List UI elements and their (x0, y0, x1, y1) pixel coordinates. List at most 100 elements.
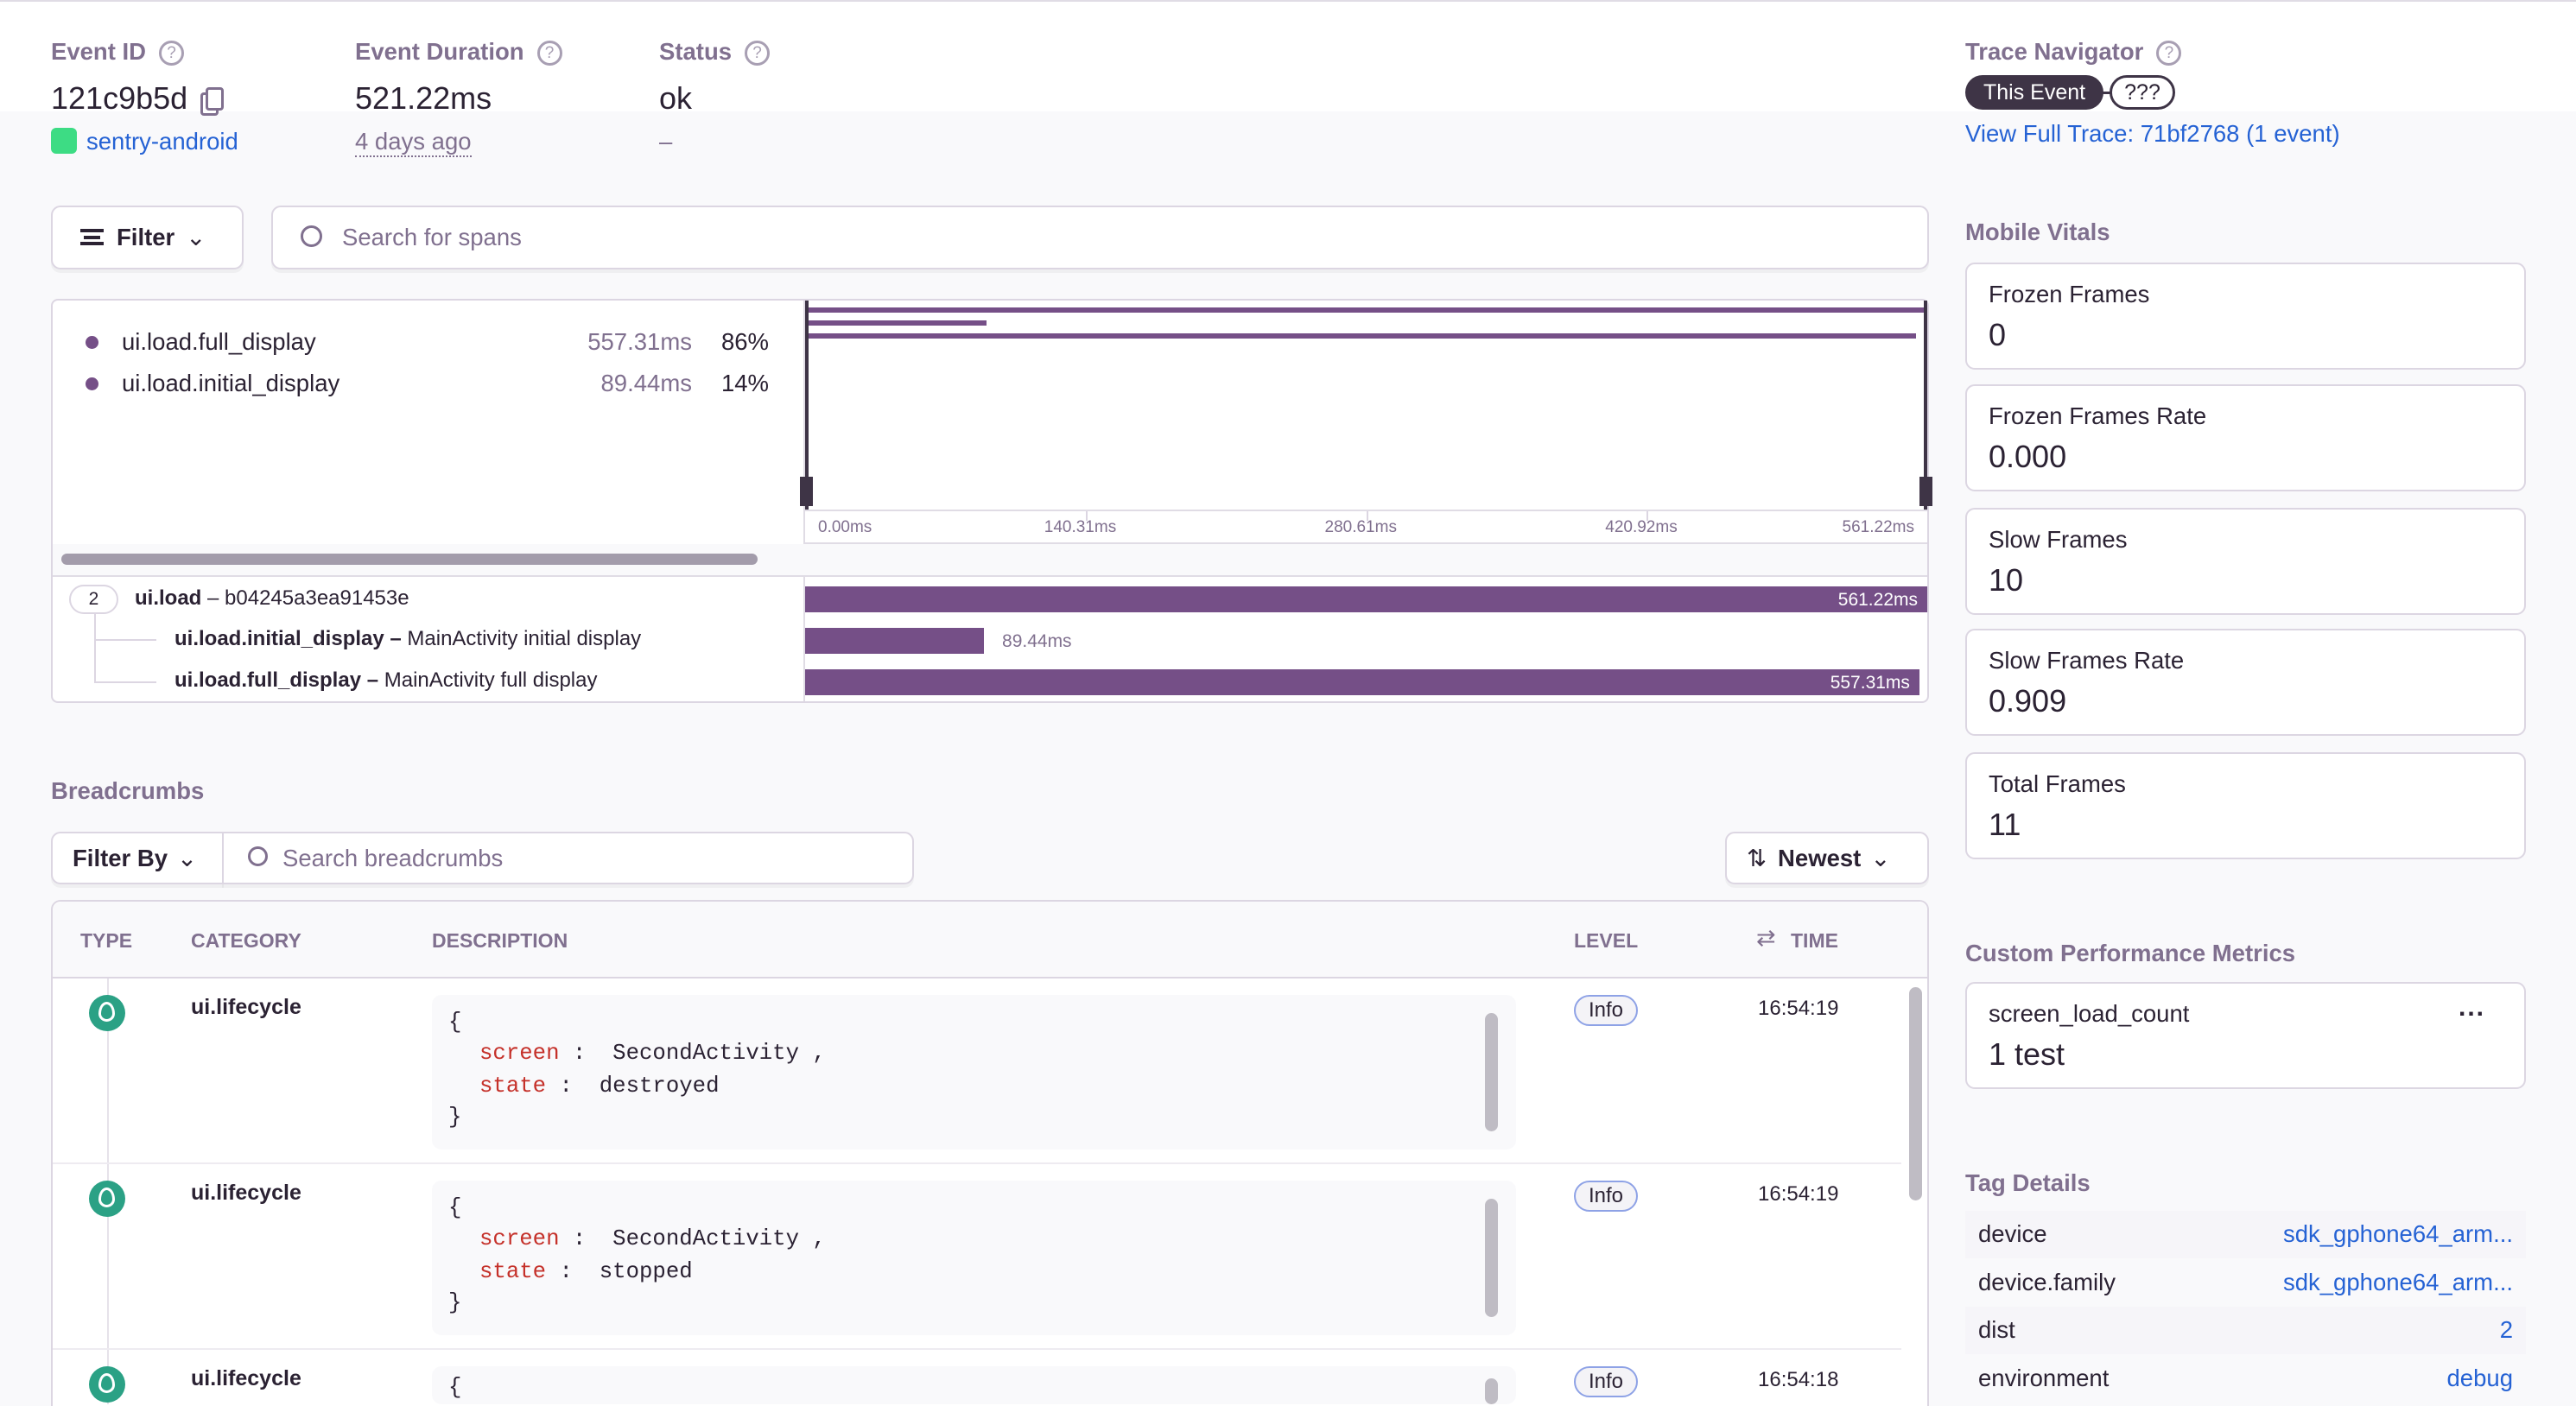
span-bar[interactable] (805, 628, 985, 654)
minimap-left-handle[interactable] (800, 477, 813, 506)
span-desc: MainActivity initial display (407, 627, 642, 650)
ops-breakdown-row[interactable]: ui.load.initial_display 89.44ms 14% (53, 368, 803, 401)
horizontal-scrollbar[interactable] (61, 554, 758, 565)
span-bar[interactable]: 561.22ms (805, 586, 1927, 612)
more-menu-icon[interactable]: ... (2459, 993, 2486, 1022)
span-filter-button[interactable]: Filter ⌄ (51, 206, 244, 269)
ops-breakdown-row[interactable]: ui.load.full_display 557.31ms 86% (53, 326, 803, 359)
custom-metric-card: screen_load_count 1 test ... (1965, 982, 2526, 1089)
search-placeholder: Search breadcrumbs (282, 845, 504, 871)
location-pin-icon (89, 995, 125, 1031)
json-value: SecondActivity (612, 1041, 799, 1066)
breadcrumb-rows: ui.lifecycle {screen : SecondActivity , st… (53, 978, 1901, 1404)
vital-value: 0 (1989, 317, 2007, 352)
tick-label: 561.22ms (1842, 518, 1914, 536)
chevron-down-icon: ⌄ (1870, 845, 1891, 871)
vital-label: Frozen Frames Rate (1989, 402, 2207, 429)
project-name[interactable]: sentry-android (86, 128, 238, 155)
vital-card: Total Frames 11 (1965, 752, 2526, 859)
mobile-vitals-title: Mobile Vitals (1965, 218, 2110, 245)
json-key: state (479, 1074, 547, 1099)
chevron-down-icon: ⌄ (177, 845, 198, 871)
tag-value[interactable]: sdk_gphone64_arm... (2282, 1269, 2513, 1295)
minimap-left-handle-line[interactable] (805, 301, 809, 510)
op-percent: 14% (720, 370, 769, 396)
minimap-right-handle[interactable] (1919, 477, 1932, 506)
minimap-right-handle-line[interactable] (1924, 301, 1927, 510)
description-scrollbar[interactable] (1485, 1013, 1498, 1131)
breadcrumbs-title: Breadcrumbs (51, 777, 205, 804)
span-search-input[interactable]: Search for spans (271, 206, 1929, 269)
copy-icon[interactable] (206, 87, 225, 111)
minimap[interactable] (800, 301, 1932, 510)
json-comma: , (798, 1226, 826, 1251)
tag-value[interactable]: debug (2446, 1365, 2513, 1391)
label-text: Event ID (51, 38, 147, 65)
tick-mark (1366, 511, 1368, 521)
vertical-scrollbar[interactable] (1909, 987, 1922, 1200)
json-line-state: state : destroyed (479, 1074, 720, 1099)
search-placeholder: Search for spans (342, 224, 522, 250)
breadcrumb-row[interactable]: ui.lifecycle {Info 16:54:18 (53, 1350, 1901, 1404)
this-event-node[interactable]: This Event (1965, 75, 2104, 110)
op-name: ui.load.initial_display (122, 370, 340, 396)
trace-navigator-label: Trace Navigator? (1965, 38, 2182, 66)
tag-row[interactable]: device sdk_gphone64_arm... (1965, 1211, 2526, 1258)
level-badge: Info (1574, 1366, 1639, 1397)
tag-key: environment (1978, 1365, 2110, 1391)
breadcrumb-time: 16:54:19 (1758, 1182, 1839, 1206)
tag-value[interactable]: sdk_gphone64_arm... (2282, 1220, 2513, 1247)
span-row-root[interactable]: ui.load – b04245a3ea91453e (135, 586, 409, 611)
span-row-full-display[interactable]: ui.load.full_display – MainActivity full… (174, 668, 597, 693)
help-icon[interactable]: ? (536, 41, 562, 66)
span-desc: MainActivity full display (384, 668, 598, 692)
json-value: stopped (599, 1259, 693, 1284)
event-id-label: Event ID? (51, 38, 185, 66)
span-children-count[interactable]: 2 (69, 585, 118, 614)
unknown-node[interactable]: ??? (2110, 75, 2175, 110)
search-icon (301, 225, 322, 247)
label-text: Trace Navigator (1965, 38, 2144, 65)
help-icon[interactable]: ? (2156, 41, 2182, 66)
description-scrollbar[interactable] (1485, 1378, 1498, 1404)
swap-time-icon[interactable]: ⇄ (1756, 925, 1776, 951)
json-colon: : (546, 1259, 600, 1284)
trace-connector (2095, 92, 2111, 94)
sort-newest-button[interactable]: ⇅ Newest ⌄ (1725, 832, 1929, 884)
help-icon[interactable]: ? (159, 41, 185, 66)
span-row-initial-display[interactable]: ui.load.initial_display – MainActivity i… (174, 627, 641, 651)
vital-card: Slow Frames Rate 0.909 (1965, 629, 2526, 736)
span-bar[interactable]: 557.31ms (805, 669, 1919, 695)
breadcrumbs-table: TYPE CATEGORY DESCRIPTION LEVEL ⇄ TIME u… (51, 900, 1929, 1406)
tag-row[interactable]: device.family sdk_gphone64_arm... (1965, 1259, 2526, 1307)
span-op: ui.load.full_display (174, 668, 362, 692)
description-scrollbar[interactable] (1485, 1199, 1498, 1317)
breadcrumb-row[interactable]: ui.lifecycle {screen : SecondActivity , st… (53, 978, 1901, 1164)
event-duration-value: 521.22ms (355, 80, 492, 116)
column-time[interactable]: TIME (1791, 929, 1838, 952)
help-icon[interactable]: ? (745, 41, 771, 66)
tag-row[interactable]: environment debug (1965, 1355, 2526, 1403)
json-comma: , (798, 1041, 826, 1066)
breadcrumb-row[interactable]: ui.lifecycle {screen : SecondActivity , st… (53, 1164, 1901, 1350)
sep: – (361, 668, 384, 692)
table-header: TYPE CATEGORY DESCRIPTION LEVEL ⇄ TIME (53, 902, 1927, 978)
project-link[interactable]: sentry-android (51, 128, 238, 155)
view-full-trace-link[interactable]: View Full Trace: 71bf2768 (1 event) (1965, 120, 2340, 147)
breadcrumb-time: 16:54:18 (1758, 1368, 1839, 1391)
search-icon (248, 846, 268, 866)
tag-row[interactable]: dist 2 (1965, 1307, 2526, 1354)
span-duration-label: 561.22ms (1837, 590, 1918, 610)
minimap-span-line (809, 307, 1924, 313)
breadcrumb-search-input[interactable]: Search breadcrumbs (222, 832, 914, 884)
label-text: Status (659, 38, 733, 65)
breadcrumb-category: ui.lifecycle (191, 1366, 301, 1390)
tag-value[interactable]: 2 (2499, 1316, 2513, 1343)
status-label: Status? (659, 38, 771, 66)
span-op: ui.load.initial_display (174, 627, 384, 650)
sort-label: Newest (1778, 845, 1862, 871)
breadcrumb-filter-button[interactable]: Filter By ⌄ (51, 832, 224, 884)
json-value: SecondActivity (612, 1226, 799, 1251)
pin-shape (98, 1002, 115, 1022)
